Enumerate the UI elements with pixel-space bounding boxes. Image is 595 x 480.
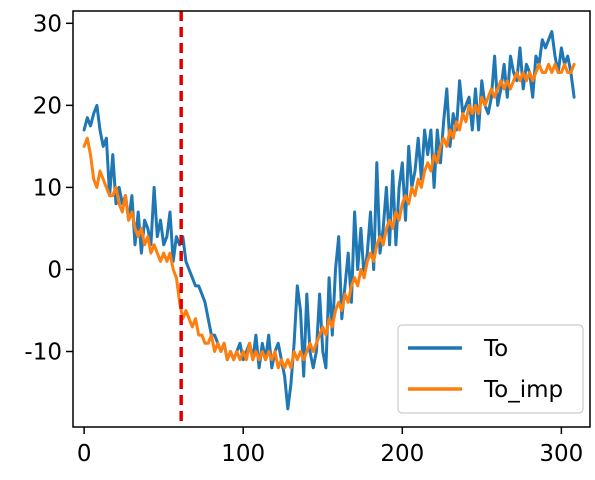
ticks-layer: 0 100 200 300 -10 0 10 20 30 <box>24 11 583 467</box>
y-tick-label: 20 <box>33 93 62 119</box>
x-tick-label: 100 <box>221 441 265 467</box>
legend-label-to: To <box>483 336 508 362</box>
x-tick-label: 200 <box>380 441 424 467</box>
series-line-to-imp <box>82 62 576 370</box>
plot-frame <box>72 10 591 428</box>
legend: To To_imp <box>397 324 584 414</box>
legend-label-to-imp: To_imp <box>483 377 563 403</box>
x-tick-label: 300 <box>539 441 583 467</box>
y-tick-label: 10 <box>33 175 62 201</box>
y-tick-label: 30 <box>33 11 62 37</box>
series-layer <box>82 30 576 411</box>
y-tick-label: -10 <box>24 340 62 366</box>
x-tick-label: 0 <box>77 441 92 467</box>
series-line-to <box>82 30 576 411</box>
y-tick-label: 0 <box>47 257 62 283</box>
